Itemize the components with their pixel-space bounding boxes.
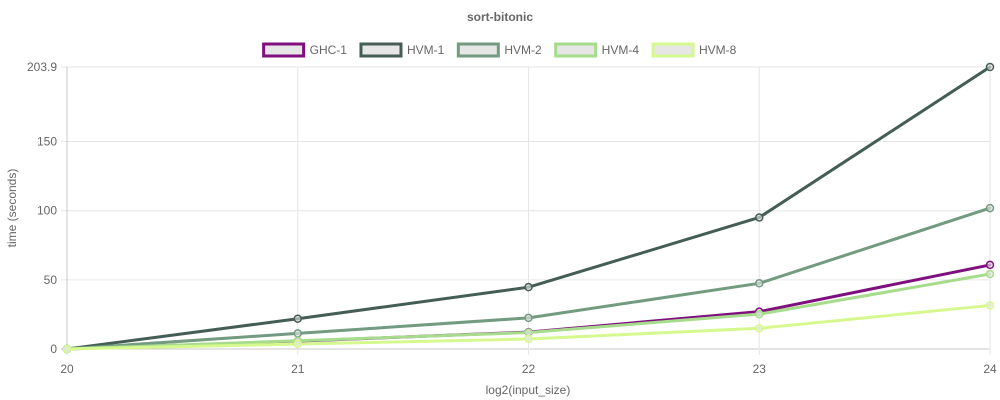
x-tick-label: 23 — [753, 362, 767, 376]
data-point[interactable] — [985, 301, 995, 310]
legend-label: HVM-1 — [407, 43, 445, 57]
legend-label: GHC-1 — [310, 43, 348, 57]
chart-title: sort-bitonic — [467, 10, 533, 24]
data-point[interactable] — [985, 62, 995, 72]
legend-item-hvm-1[interactable]: HVM-1 — [359, 42, 445, 58]
y-tick-label: 0 — [50, 342, 57, 356]
data-point[interactable] — [524, 313, 533, 323]
legend-label: HVM-8 — [699, 43, 737, 57]
x-axis-label: log2(input_size) — [486, 383, 571, 397]
data-point[interactable] — [293, 314, 302, 323]
data-point[interactable] — [524, 282, 533, 292]
legend-label: HVM-2 — [504, 43, 542, 57]
legend-swatch — [359, 42, 403, 58]
y-tick-label: 150 — [37, 135, 57, 149]
y-axis: 0 50 100 150 203.9 — [27, 60, 57, 356]
legend-item-hvm-2[interactable]: HVM-2 — [456, 42, 542, 58]
data-point[interactable] — [755, 279, 764, 288]
data-point[interactable] — [755, 324, 764, 333]
grid — [61, 66, 991, 355]
legend-item-hvm-8[interactable]: HVM-8 — [651, 42, 737, 58]
series-group — [62, 62, 995, 354]
x-axis: 20 21 22 23 24 — [60, 362, 997, 376]
data-point[interactable] — [524, 334, 533, 344]
y-axis-label: time (seconds) — [5, 169, 19, 248]
legend-swatch — [554, 42, 598, 58]
legend-swatch — [456, 42, 500, 58]
x-tick-label: 21 — [291, 362, 305, 376]
y-tick-label: 203.9 — [27, 60, 57, 74]
legend-item-hvm-4[interactable]: HVM-4 — [554, 42, 640, 58]
data-point[interactable] — [755, 213, 764, 222]
x-tick-label: 24 — [983, 362, 997, 376]
data-point[interactable] — [985, 269, 995, 279]
data-point[interactable] — [985, 260, 995, 270]
y-tick-label: 50 — [44, 273, 58, 287]
legend-item-ghc-1[interactable]: GHC-1 — [262, 42, 348, 58]
data-point[interactable] — [755, 309, 764, 319]
legend-label: HVM-4 — [602, 43, 640, 57]
data-point[interactable] — [293, 339, 302, 349]
x-tick-label: 20 — [60, 362, 74, 376]
legend: GHC-1 HVM-1 HVM-2 HVM-4 HVM-8 — [262, 42, 737, 58]
series-hvm-8 — [62, 301, 995, 354]
x-tick-label: 22 — [522, 362, 536, 376]
y-tick-label: 100 — [37, 204, 57, 218]
legend-swatch — [262, 42, 306, 58]
data-point[interactable] — [62, 344, 72, 354]
legend-swatch — [651, 42, 695, 58]
data-point[interactable] — [293, 329, 302, 338]
data-point[interactable] — [985, 203, 995, 213]
